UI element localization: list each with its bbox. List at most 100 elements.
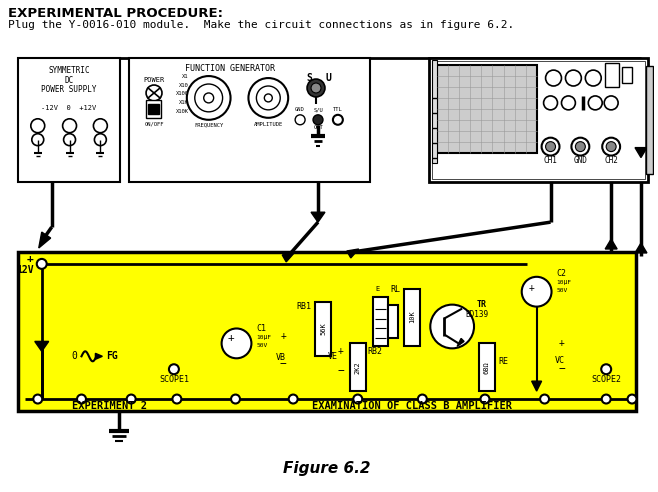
Circle shape: [480, 395, 490, 403]
Circle shape: [430, 305, 474, 348]
Text: +: +: [227, 334, 234, 343]
Circle shape: [63, 119, 76, 133]
Bar: [479, 343, 495, 391]
Polygon shape: [39, 232, 51, 248]
Bar: [432, 61, 645, 180]
Text: TTL: TTL: [333, 107, 343, 112]
Text: ON/OFF: ON/OFF: [144, 121, 164, 126]
Circle shape: [604, 96, 618, 110]
Circle shape: [333, 115, 343, 125]
Circle shape: [289, 395, 297, 403]
Bar: [388, 305, 397, 338]
Text: X1K: X1K: [179, 100, 189, 105]
Circle shape: [606, 142, 616, 152]
Circle shape: [265, 94, 272, 102]
Text: VE: VE: [328, 352, 338, 361]
Circle shape: [32, 134, 43, 146]
Polygon shape: [282, 253, 294, 262]
Text: 56K: 56K: [320, 322, 326, 335]
Text: S: S: [306, 73, 312, 83]
Circle shape: [545, 142, 555, 152]
Text: X10: X10: [179, 83, 189, 88]
Circle shape: [522, 277, 551, 307]
Text: RL: RL: [390, 285, 401, 294]
Polygon shape: [605, 239, 617, 249]
Circle shape: [127, 395, 136, 403]
Text: EXPERIMENT 2: EXPERIMENT 2: [72, 401, 147, 411]
Bar: [372, 297, 388, 346]
Text: +: +: [529, 283, 534, 293]
Bar: [18, 252, 636, 411]
Polygon shape: [35, 341, 49, 351]
Text: 2K2: 2K2: [355, 361, 361, 373]
Bar: [438, 65, 537, 153]
Circle shape: [64, 134, 76, 146]
Bar: [622, 67, 632, 83]
Text: OUT: OUT: [313, 125, 323, 130]
Circle shape: [307, 79, 325, 97]
Circle shape: [31, 119, 45, 133]
Text: FREQUENCY: FREQUENCY: [194, 122, 223, 127]
Text: 50V: 50V: [557, 288, 568, 293]
Circle shape: [172, 395, 182, 403]
Text: SCOPE2: SCOPE2: [591, 375, 621, 384]
Text: X100: X100: [176, 92, 189, 96]
Circle shape: [542, 138, 559, 155]
Text: -12V  0  +12V: -12V 0 +12V: [41, 105, 97, 111]
Text: POWER SUPPLY: POWER SUPPLY: [41, 86, 97, 94]
Circle shape: [311, 83, 321, 93]
Text: U: U: [325, 73, 331, 83]
Text: Plug the Y-0016-010 module.  Make the circuit connections as in figure 6.2.: Plug the Y-0016-010 module. Make the cir…: [8, 20, 514, 31]
Circle shape: [222, 329, 251, 358]
Bar: [146, 100, 161, 118]
Circle shape: [195, 84, 222, 112]
Text: BD139: BD139: [465, 310, 489, 319]
Text: 12V: 12V: [16, 265, 34, 275]
Text: POWER: POWER: [143, 77, 164, 83]
Circle shape: [313, 115, 323, 125]
Text: 10K: 10K: [409, 310, 415, 323]
Text: CH1: CH1: [544, 156, 557, 165]
Text: DC: DC: [64, 76, 74, 85]
Text: FG: FG: [107, 351, 118, 361]
Text: 0: 0: [72, 351, 78, 361]
Text: C1: C1: [257, 324, 266, 333]
Circle shape: [586, 70, 601, 86]
Text: VC: VC: [555, 356, 565, 365]
Text: TR: TR: [477, 300, 487, 309]
Circle shape: [93, 119, 107, 133]
Circle shape: [588, 96, 602, 110]
Bar: [429, 58, 648, 183]
Bar: [350, 343, 366, 391]
Text: RB1: RB1: [296, 302, 311, 311]
Bar: [646, 66, 653, 175]
Circle shape: [257, 86, 280, 110]
Text: X1: X1: [182, 74, 189, 79]
Circle shape: [94, 134, 107, 146]
Text: S/U: S/U: [313, 107, 323, 112]
Text: +: +: [338, 346, 344, 356]
Circle shape: [601, 364, 611, 374]
Circle shape: [249, 78, 288, 118]
Text: GND: GND: [573, 156, 588, 165]
Bar: [405, 289, 420, 346]
Text: +: +: [280, 332, 286, 341]
Bar: [18, 58, 120, 183]
Circle shape: [571, 138, 590, 155]
Circle shape: [602, 138, 620, 155]
Polygon shape: [347, 249, 359, 258]
Text: −: −: [280, 359, 287, 369]
Text: EXAMINATION OF CLASS B AMPLIFIER: EXAMINATION OF CLASS B AMPLIFIER: [313, 401, 513, 411]
Text: RE: RE: [499, 357, 509, 366]
Polygon shape: [532, 381, 542, 391]
Text: X10K: X10K: [176, 109, 189, 114]
Polygon shape: [95, 353, 103, 359]
Circle shape: [169, 364, 179, 374]
Polygon shape: [635, 243, 647, 253]
Circle shape: [77, 395, 86, 403]
Polygon shape: [635, 148, 647, 157]
Circle shape: [204, 93, 214, 103]
Text: C2: C2: [557, 269, 567, 278]
Text: AMPLITUDE: AMPLITUDE: [254, 122, 283, 127]
Text: VB: VB: [276, 353, 286, 362]
